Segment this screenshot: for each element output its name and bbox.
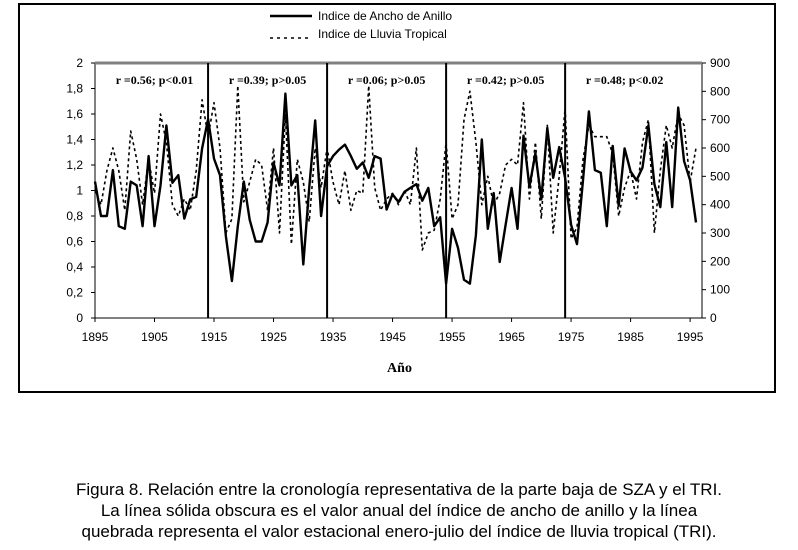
x-tick-label: 1965 <box>498 330 525 344</box>
x-tick-label: 1985 <box>617 330 644 344</box>
correlation-annotation: r =0.06; p>0.05 <box>348 73 425 87</box>
correlation-annotation: r =0.42; p>0.05 <box>467 73 544 87</box>
caption-line-2: La línea sólida obscura es el valor anua… <box>100 501 698 520</box>
left-y-tick-label: 0,6 <box>66 235 83 249</box>
figure-frame: 0 0,2 0,4 0,6 0,8 1 1,2 1,4 1,6 1,8 2 0 100 200 300 400… <box>18 3 776 393</box>
figure-caption: Figura 8. Relación entre la cronología r… <box>0 479 798 542</box>
left-y-tick-label: 1,8 <box>66 82 83 96</box>
right-y-tick-label: 500 <box>710 169 730 183</box>
legend-label-rainfall: Indice de Lluvia Tropical <box>318 27 447 41</box>
right-y-tick-label: 400 <box>710 198 730 212</box>
x-axis-label: Año <box>387 361 412 376</box>
ring-width-series-line <box>93 92 698 285</box>
x-tick-label: 1945 <box>379 330 406 344</box>
x-tick-label: 1955 <box>439 330 466 344</box>
x-tick-label: 1935 <box>320 330 347 344</box>
plot-area-frame <box>94 62 703 319</box>
x-tick-label: 1925 <box>260 330 287 344</box>
correlation-annotation: r =0.39; p>0.05 <box>229 73 306 87</box>
rainfall-index-series-line <box>94 84 697 251</box>
x-tick-label: 1895 <box>82 330 109 344</box>
right-y-tick-label: 200 <box>710 254 730 268</box>
left-y-tick-label: 0,4 <box>66 260 83 274</box>
right-y-tick-label: 100 <box>710 283 730 297</box>
left-y-tick-label: 1 <box>76 184 83 198</box>
left-y-tick-label: 1,4 <box>66 133 83 147</box>
legend-label-ring-width: Indice de Ancho de Anillo <box>318 9 452 23</box>
correlation-annotation: r =0.48; p<0.02 <box>586 73 663 87</box>
right-y-tick-label: 600 <box>710 141 730 155</box>
right-y-tick-label: 800 <box>710 84 730 98</box>
correlation-annotation: r =0.56; p<0.01 <box>116 73 193 87</box>
left-y-tick-label: 2 <box>76 56 83 70</box>
left-y-tick-label: 1,6 <box>66 107 83 121</box>
line-chart: 0 0,2 0,4 0,6 0,8 1 1,2 1,4 1,6 1,8 2 0 100 200 300 400… <box>66 9 730 376</box>
right-y-tick-label: 700 <box>710 113 730 127</box>
right-y-tick-label: 300 <box>710 226 730 240</box>
left-y-tick-label: 0,2 <box>66 286 83 300</box>
caption-line-3: quebrada representa el valor estacional … <box>81 522 717 541</box>
x-tick-label: 1915 <box>201 330 228 344</box>
left-y-tick-label: 0,8 <box>66 209 83 223</box>
caption-line-1: Figura 8. Relación entre la cronología r… <box>75 480 723 499</box>
x-tick-label: 1995 <box>677 330 704 344</box>
right-y-tick-label: 900 <box>710 56 730 70</box>
x-tick-label: 1905 <box>141 330 168 344</box>
x-tick-label: 1975 <box>558 330 585 344</box>
left-y-tick-label: 0 <box>76 311 83 325</box>
right-y-tick-label: 0 <box>710 311 717 325</box>
left-y-tick-label: 1,2 <box>66 158 83 172</box>
